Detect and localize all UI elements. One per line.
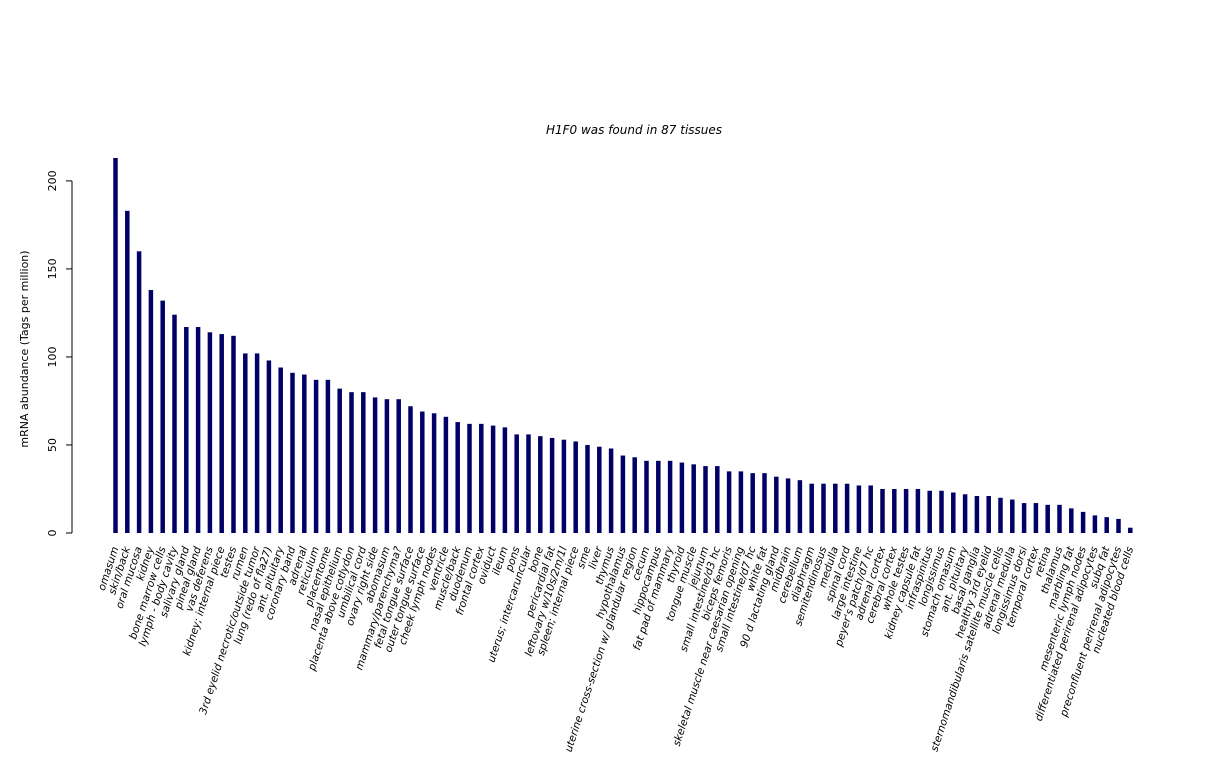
bar: [302, 374, 307, 533]
bar: [408, 406, 413, 533]
bar: [821, 483, 826, 533]
bar: [136, 251, 142, 533]
bar: [762, 473, 767, 533]
bar: [774, 476, 779, 533]
bar: [349, 392, 354, 533]
bar: [691, 464, 696, 533]
bar: [467, 423, 472, 533]
bar: [738, 471, 744, 533]
bar: [868, 485, 873, 533]
bar: [797, 480, 803, 533]
bar: [809, 483, 814, 533]
bar: [526, 434, 531, 533]
bar: [514, 434, 519, 533]
bar: [833, 483, 838, 533]
y-axis-label: mRNA abundance (Tags per million): [18, 250, 31, 447]
bar: [113, 158, 118, 533]
bar: [750, 473, 755, 533]
y-tick-label: 200: [46, 170, 59, 191]
bar: [903, 488, 909, 533]
bar: [1069, 508, 1074, 533]
bar: [939, 490, 944, 533]
bar: [1033, 503, 1039, 533]
bar: [490, 425, 496, 533]
bar: [785, 478, 791, 533]
bar: [1092, 515, 1098, 533]
bar: [278, 367, 283, 533]
bar: [1116, 518, 1121, 533]
bar: [219, 334, 224, 533]
bar: [290, 372, 295, 533]
bar: [325, 379, 331, 533]
bar: [915, 488, 921, 533]
bar: [679, 462, 685, 533]
bar: [667, 460, 673, 533]
bar: [160, 300, 165, 533]
bar: [337, 388, 342, 533]
y-axis: 0 50 100 150 200: [46, 170, 73, 537]
bar: [927, 490, 932, 533]
bar: [703, 466, 708, 533]
bar: [243, 353, 248, 533]
bar: [892, 488, 897, 533]
bar: [880, 488, 885, 533]
bar: [207, 332, 213, 533]
chart-title: H1F0 was found in 87 tissues: [546, 123, 722, 137]
bar: [420, 411, 425, 533]
bar: [1128, 527, 1133, 533]
bar: [962, 494, 968, 533]
bar: [1080, 511, 1086, 533]
bar: [313, 379, 319, 533]
bar: [856, 485, 862, 533]
bar: [726, 471, 732, 533]
bar: [184, 327, 189, 533]
bar: [597, 446, 602, 533]
bar: [172, 314, 177, 533]
bar: [986, 496, 991, 533]
bar: [384, 399, 390, 533]
y-tick-label: 150: [46, 258, 59, 279]
bar: [715, 466, 720, 533]
bar: [443, 416, 449, 533]
bar: [431, 413, 437, 533]
bar: [620, 455, 626, 533]
bar: [1057, 504, 1062, 533]
bars-group: [113, 158, 1133, 533]
bar: [148, 290, 154, 533]
bar: [644, 460, 649, 533]
bar: [1021, 503, 1027, 533]
bar: [573, 441, 578, 533]
bar: [1045, 504, 1050, 533]
bar: [1104, 517, 1109, 533]
bar: [585, 444, 590, 533]
bar: [549, 437, 555, 533]
bar: [632, 457, 637, 533]
y-tick-label: 100: [46, 346, 59, 367]
bar: [502, 427, 508, 533]
bar: [479, 423, 484, 533]
bar: [998, 497, 1003, 533]
bar: [538, 436, 543, 533]
bar: [608, 448, 614, 533]
bar: [951, 492, 956, 533]
bar: [361, 392, 366, 533]
bar: [974, 496, 980, 533]
bar: [844, 483, 850, 533]
bar: [455, 422, 460, 533]
bar: [195, 327, 201, 533]
bar: [266, 360, 272, 533]
bar: [125, 210, 130, 533]
y-tick-label: 0: [46, 530, 59, 537]
bar: [561, 439, 567, 533]
bar: [254, 353, 260, 533]
bar: [1010, 499, 1015, 533]
bar: [372, 397, 378, 533]
y-tick-label: 50: [46, 438, 59, 452]
bar: [656, 460, 661, 533]
bar: [396, 399, 401, 533]
bar: [231, 335, 236, 533]
